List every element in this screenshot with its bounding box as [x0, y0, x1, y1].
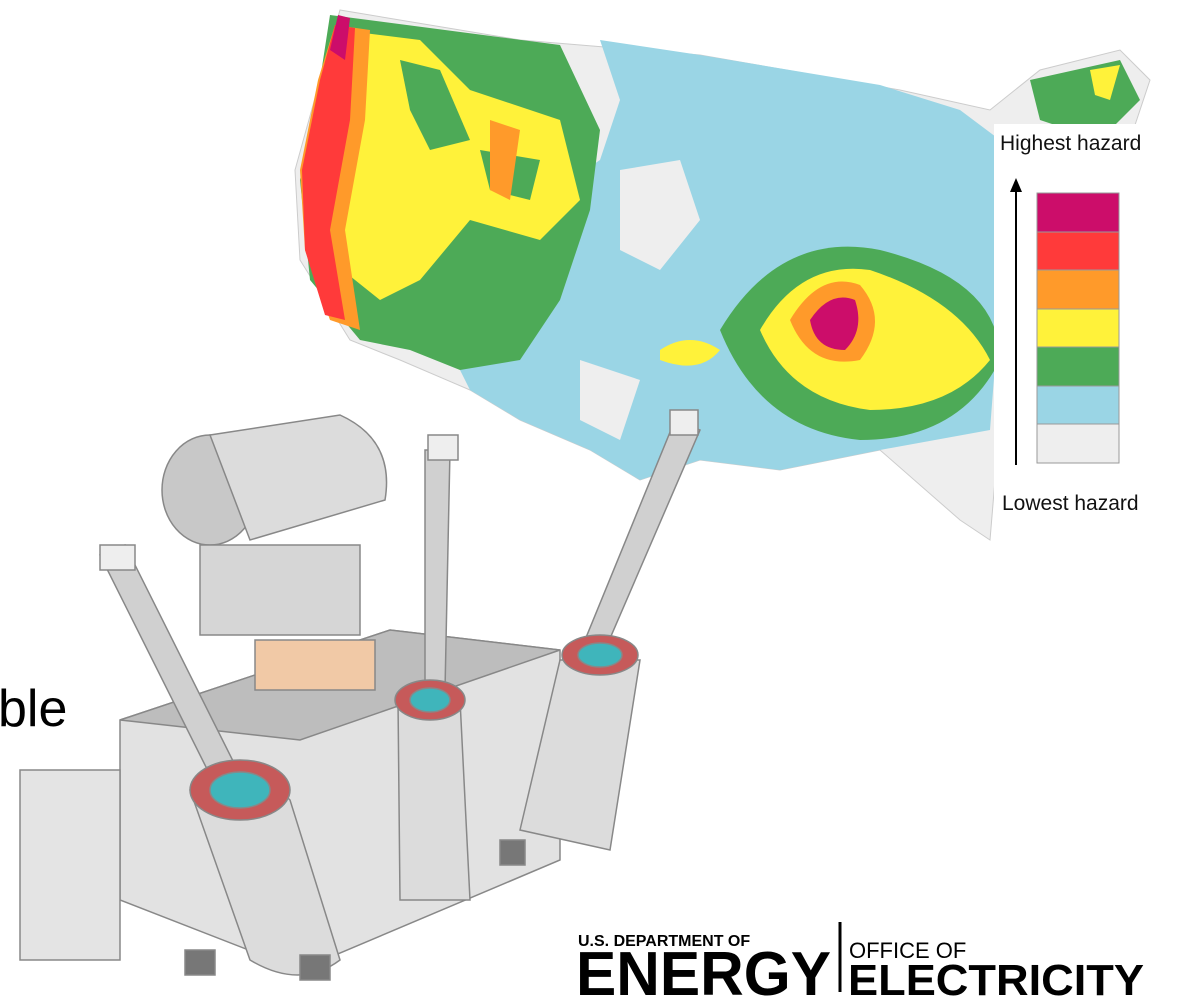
- legend-swatch: [1036, 192, 1120, 233]
- logo-office-prefix: OFFICE OF: [849, 938, 966, 963]
- legend-arrowhead: [1010, 178, 1022, 192]
- legend-swatch: [1036, 308, 1120, 348]
- legend-swatch: [1036, 231, 1120, 271]
- legend: Highest hazard Lowest hazard: [994, 124, 1191, 526]
- legend-swatch: [1036, 385, 1120, 425]
- transformer-illustration: [19, 409, 701, 981]
- legend-swatch: [1036, 423, 1120, 464]
- hazard-map: [294, 9, 1151, 541]
- logo-office: ELECTRICITY: [848, 956, 1144, 997]
- legend-top-label: Highest hazard: [1000, 132, 1141, 155]
- legend-swatch: [1036, 269, 1120, 310]
- legend-swatch: [1036, 346, 1120, 387]
- logo-agency: ENERGY: [576, 940, 831, 997]
- text-fragment: ble: [0, 680, 67, 738]
- doe-logo: U.S. DEPARTMENT OF ENERGY OFFICE OF ELEC…: [576, 922, 1144, 997]
- legend-bottom-label: Lowest hazard: [1002, 492, 1139, 515]
- logo-department: U.S. DEPARTMENT OF: [578, 933, 750, 950]
